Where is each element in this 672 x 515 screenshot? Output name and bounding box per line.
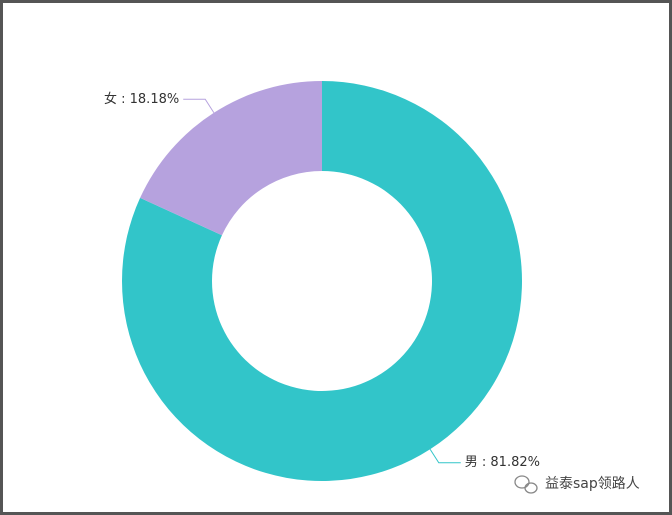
- slice: [140, 81, 322, 236]
- leader-line: [429, 448, 461, 464]
- slice: [121, 81, 523, 481]
- leader-line: [183, 98, 215, 114]
- watermark: 益泰sap领路人: [545, 476, 640, 492]
- data-label: 女 : 18.18%: [104, 91, 179, 107]
- data-label: 男 : 81.82%: [465, 455, 540, 470]
- watermark-icon: [514, 475, 538, 494]
